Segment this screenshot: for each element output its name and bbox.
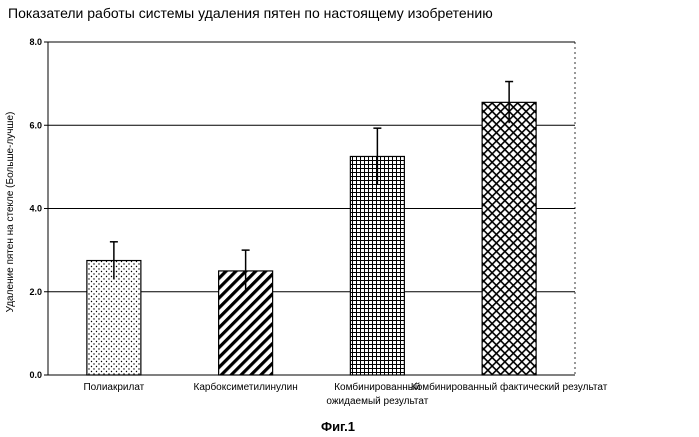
y-tick-label: 2.0 [29,287,42,297]
bar [350,156,404,375]
y-tick-labels: 0.0 2.0 4.0 6.0 8.0 [29,37,42,380]
y-tick-label: 4.0 [29,204,42,214]
y-tick-label: 8.0 [29,37,42,47]
category-label: Полиакрилат [83,382,144,393]
bar [482,102,536,375]
figure-caption: Фиг.1 [321,419,355,434]
category-label: Комбинированный фактический результат [411,381,608,393]
y-tick-label: 0.0 [29,370,42,380]
category-labels: Полиакрилат Карбоксиметилинулин Комбиниров… [83,381,607,407]
category-label: Карбоксиметилинулин [194,381,298,393]
error-bars [110,82,513,292]
chart-title: Показатели работы системы удаления пятен… [8,5,493,21]
y-tick-label: 6.0 [29,120,42,130]
y-axis-label: Удаление пятен на стекле (Больше-лучше) [5,112,16,313]
bars [87,102,536,375]
